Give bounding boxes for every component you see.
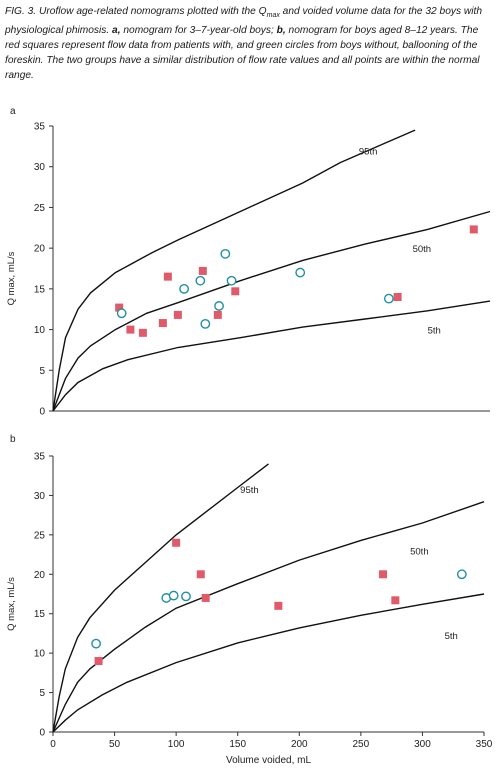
curve-5th [52,593,485,733]
y-tick-label: 0 [39,728,45,739]
x-tick-label: 50 [109,739,121,750]
y-tick-label: 5 [39,366,45,377]
curve-label-5th: 5th [428,326,441,337]
y-tick-label: 30 [34,491,46,502]
square-point [198,266,207,275]
curve-label-50th: 50th [410,547,429,558]
x-tick-label: 250 [353,739,370,750]
x-tick-label: 100 [168,739,185,750]
square-point [138,328,147,337]
square-point [126,325,135,334]
curve-label-95th: 95th [359,147,378,158]
square-point [391,596,400,605]
circle-point [200,318,211,329]
y-tick-label: 25 [34,530,46,541]
x-tick-label: 200 [291,739,308,750]
curve-label-50th: 50th [413,244,432,255]
caption-a-label: a, [112,25,121,37]
y-tick-label: 10 [34,325,46,336]
square-point [163,272,172,281]
circle-point [168,590,179,601]
curve-50th [52,501,485,733]
x-axis-label: Volume voided, mL [226,755,311,766]
y-tick-label: 35 [34,452,46,463]
x-tick-label: 350 [476,739,493,750]
curve-label-5th: 5th [445,631,458,642]
y-tick-label: 25 [34,203,46,214]
square-point [379,570,388,579]
circle-point [116,308,127,319]
caption-b-label: b, [276,25,286,37]
caption-part3: nomogram for 3–7-year-old boys; [120,25,277,37]
y-axis-label: Q max, mL/s [6,251,17,305]
square-point [173,310,182,319]
curve-50th [52,210,491,412]
y-tick-label: 5 [39,688,45,699]
square-point [158,319,167,328]
circle-point [179,283,190,294]
x-tick-label: 0 [50,739,56,750]
square-point [213,310,222,319]
circle-point [456,569,467,580]
square-point [115,303,124,312]
square-point [172,538,181,547]
y-tick-label: 15 [34,609,46,620]
square-point [201,593,210,602]
curve-95th [52,129,416,412]
square-point [393,293,402,301]
circle-point [214,301,224,311]
circle-point [181,591,191,602]
y-tick-label: 20 [34,570,46,581]
x-tick-label: 300 [414,739,431,750]
circle-point [220,248,231,259]
y-tick-label: 0 [39,407,45,418]
circle-point [226,275,237,286]
square-point [196,570,205,579]
y-axis-label: Q max, mL/s [6,577,17,631]
circle-point [195,275,206,286]
circle-point [383,293,394,304]
panel-label: a [10,106,16,117]
y-tick-label: 15 [34,284,46,295]
y-tick-label: 30 [34,162,46,173]
panel-label: b [10,434,16,445]
curve-95th [52,463,269,733]
square-point [94,657,103,666]
caption-subscript: max [266,12,280,20]
caption-part4: nomogram for boys aged 8–12 years. The r… [5,25,480,82]
caption-part1: FIG. 3. Uroflow age-related nomograms pl… [5,6,267,17]
square-point [274,601,283,610]
chart-panel-a: a 0 5 10 15 20 25 30 35 Q max, mL/s 95th 50th 5th [6,106,491,418]
y-tick-label: 20 [34,244,46,255]
square-point [231,287,240,296]
circle-point [295,267,306,278]
curve-label-95th: 95th [240,485,258,496]
x-tick-label: 150 [229,739,246,750]
square-point [469,225,478,234]
figure-caption: FIG. 3. Uroflow age-related nomograms pl… [5,4,495,83]
y-tick-label: 10 [34,649,46,660]
circle-point [91,638,102,649]
curve-5th [52,300,491,412]
caption-part2: and voided volume data for the 32 boys w… [5,6,483,37]
y-tick-label: 35 [34,122,46,133]
